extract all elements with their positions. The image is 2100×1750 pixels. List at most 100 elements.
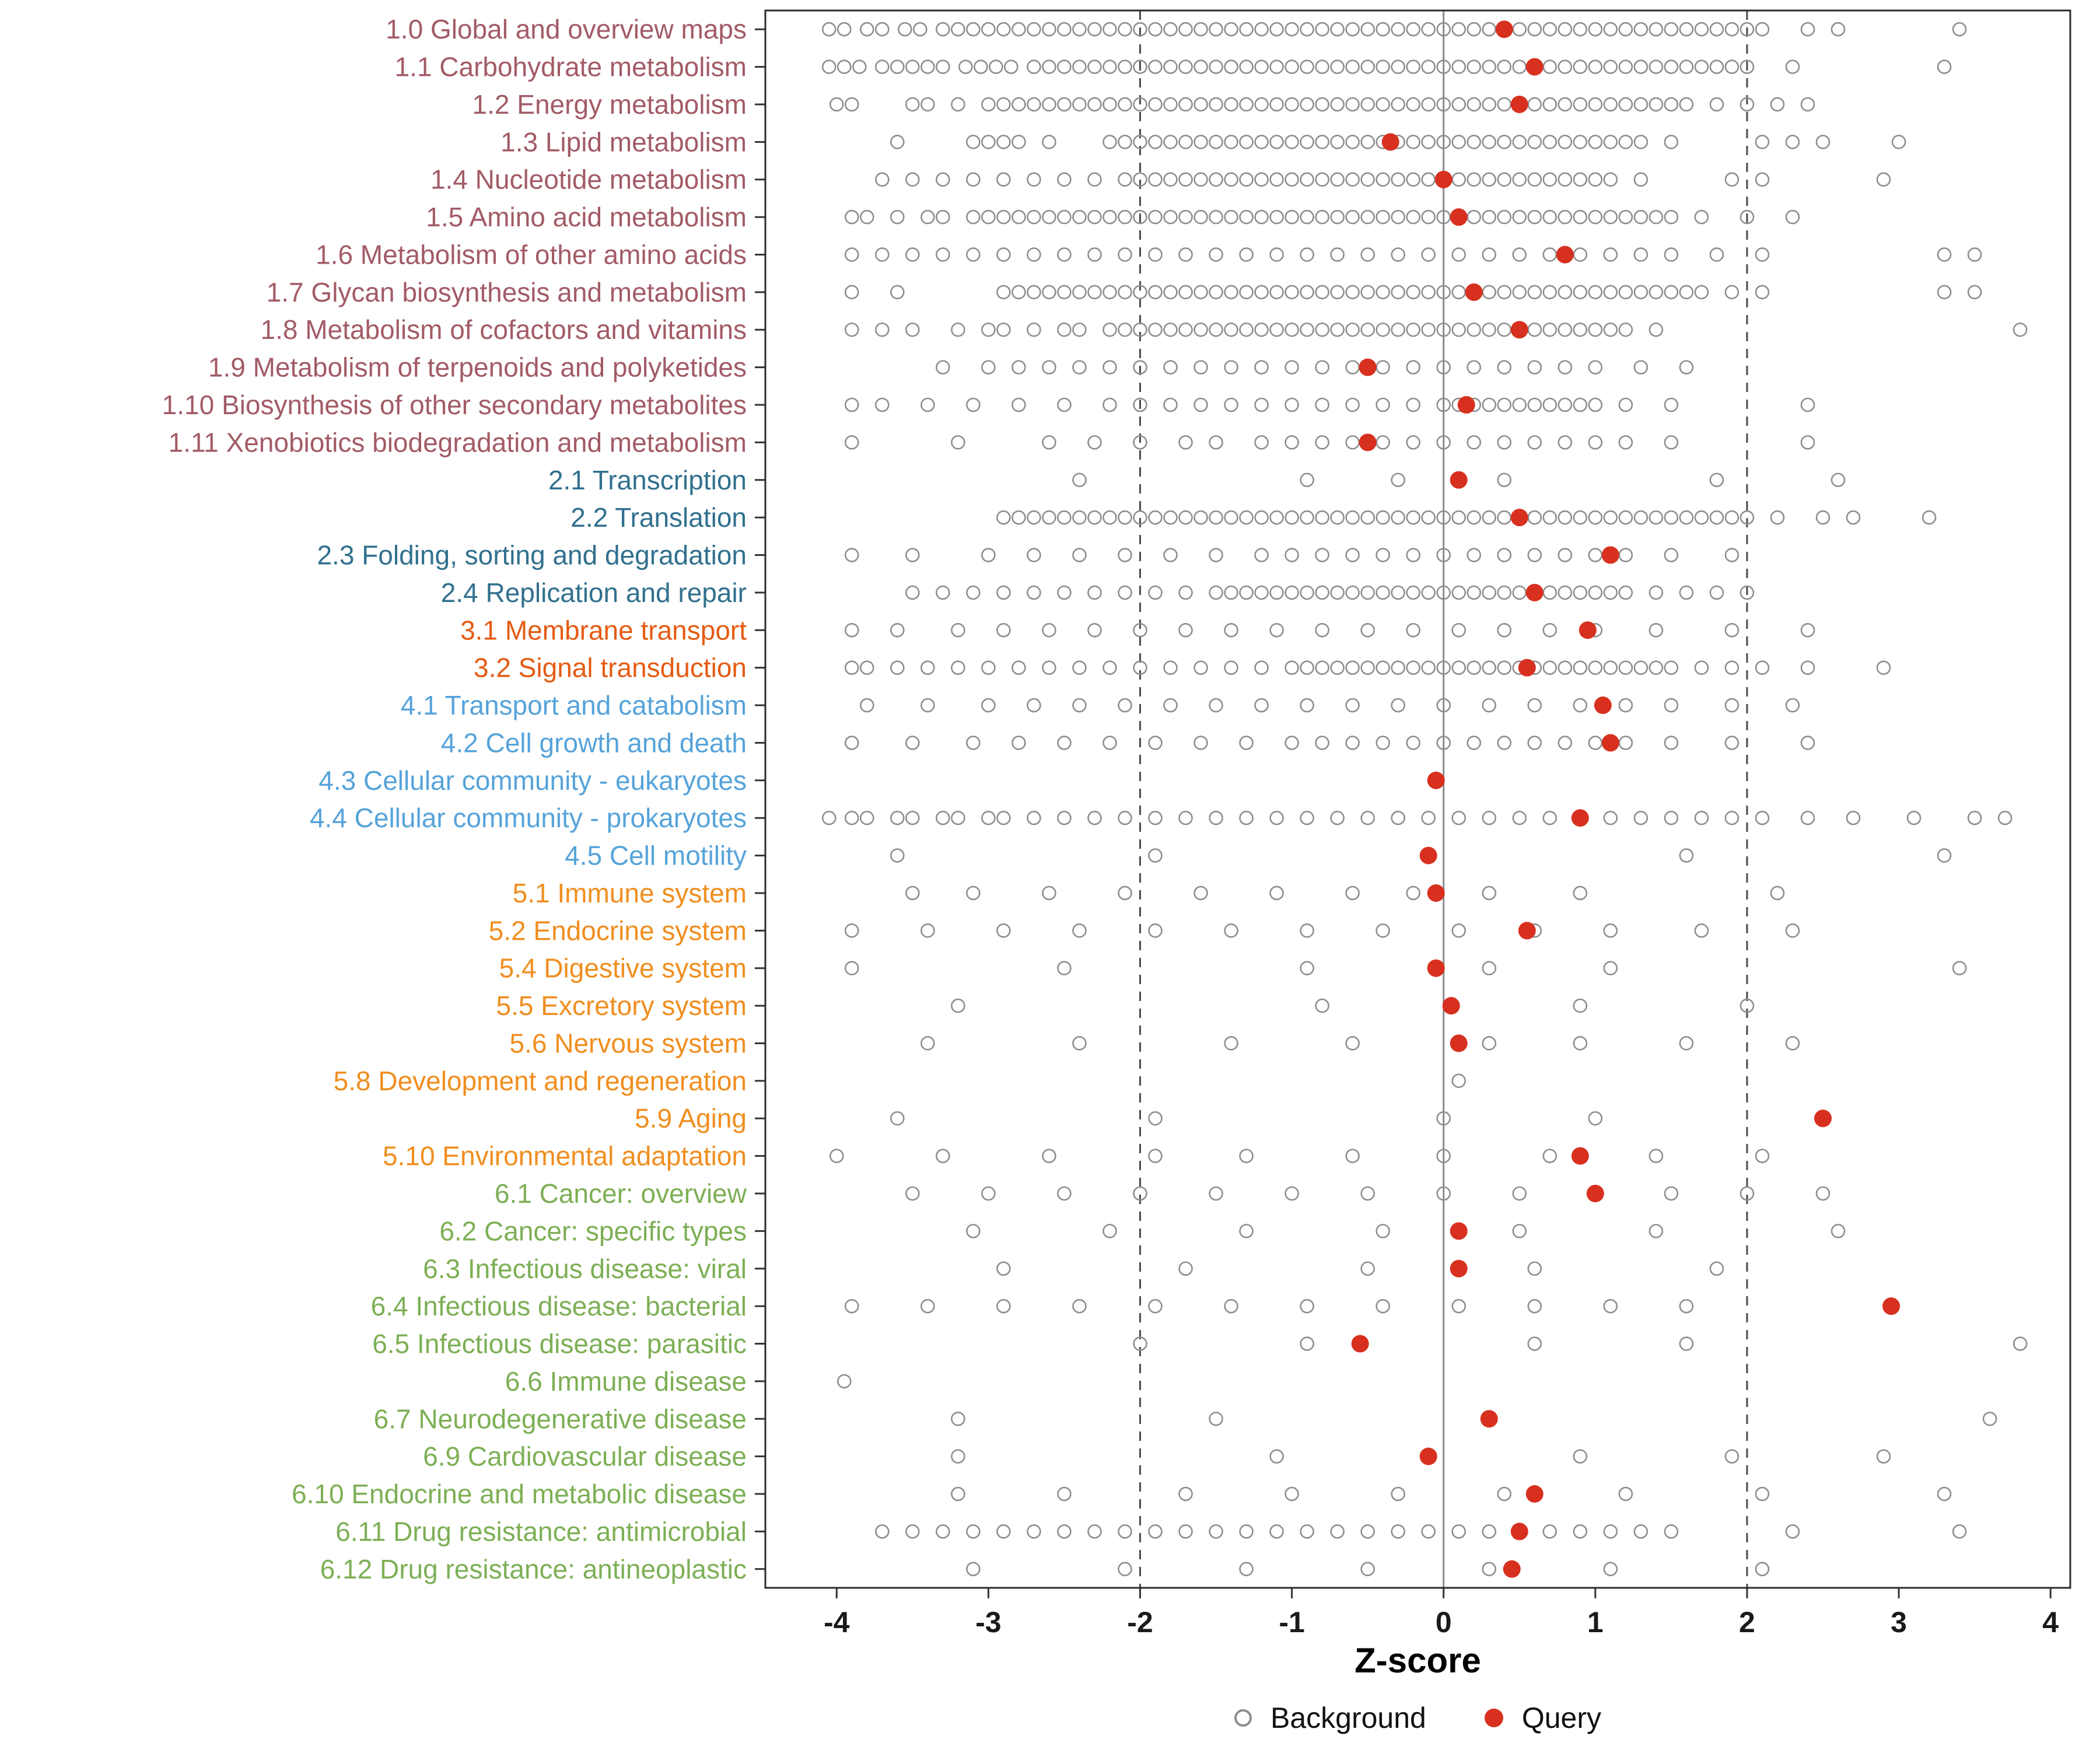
background-point — [1133, 1336, 1147, 1351]
background-point — [1004, 60, 1019, 74]
background-point — [1633, 209, 1648, 225]
background-point — [1633, 135, 1648, 149]
background-point — [1209, 585, 1223, 600]
background-point — [966, 1524, 981, 1539]
query-point — [1510, 95, 1528, 113]
background-point — [1785, 60, 1800, 74]
background-point — [1133, 97, 1147, 112]
background-point — [1755, 1486, 1770, 1502]
background-point — [890, 285, 905, 300]
background-point — [1770, 97, 1785, 112]
background-point — [1254, 360, 1269, 374]
background-point — [1573, 172, 1588, 187]
background-point — [1664, 736, 1679, 750]
background-point — [1482, 1524, 1497, 1539]
background-point — [1588, 736, 1603, 750]
query-point — [1427, 771, 1445, 789]
background-point — [1406, 172, 1420, 187]
background-point — [1027, 810, 1041, 825]
background-point — [1360, 60, 1375, 74]
background-point — [1254, 585, 1269, 600]
background-point — [936, 172, 950, 187]
background-point — [1451, 1073, 1466, 1088]
background-point — [1254, 660, 1269, 675]
category-label: 6.2 Cancer: specific types — [439, 1216, 747, 1246]
background-point — [1284, 736, 1299, 750]
background-point — [1436, 322, 1451, 337]
background-point — [1300, 97, 1314, 112]
background-point — [1072, 1036, 1087, 1051]
background-point — [1542, 97, 1558, 112]
background-point — [1694, 60, 1709, 74]
background-point — [1148, 22, 1163, 37]
background-point — [1573, 247, 1588, 262]
background-point — [1118, 1524, 1132, 1539]
background-point — [1133, 172, 1147, 187]
query-point — [1465, 283, 1483, 301]
background-point — [1345, 585, 1360, 600]
query-point — [1450, 208, 1468, 226]
background-point — [1072, 698, 1087, 713]
background-point — [1027, 585, 1041, 600]
background-point — [1679, 585, 1694, 600]
background-point — [1315, 397, 1329, 412]
background-point — [1391, 1486, 1405, 1502]
background-point — [1178, 172, 1193, 187]
background-point — [1209, 97, 1223, 112]
background-point — [1451, 247, 1466, 262]
background-point — [1391, 660, 1405, 675]
background-point — [1573, 397, 1588, 412]
background-point — [1072, 97, 1087, 112]
category-label: 3.1 Membrane transport — [460, 615, 747, 645]
background-point — [1618, 736, 1633, 750]
query-point — [1510, 1522, 1528, 1541]
background-point — [1345, 285, 1360, 300]
background-point — [1482, 97, 1497, 112]
background-point — [844, 660, 859, 675]
background-point — [1679, 60, 1694, 74]
background-point — [1315, 360, 1329, 374]
query-point — [1525, 58, 1544, 76]
background-point — [1406, 435, 1420, 450]
category-label: 5.8 Development and regeneration — [334, 1066, 747, 1096]
background-point — [1527, 322, 1542, 337]
background-point — [1482, 698, 1497, 713]
background-point — [1603, 285, 1618, 300]
background-point — [1027, 548, 1041, 562]
background-point — [874, 322, 890, 337]
background-point — [1527, 548, 1542, 562]
background-point — [1224, 1036, 1238, 1051]
category-label: 6.7 Neurodegenerative disease — [374, 1404, 747, 1434]
background-point — [1269, 322, 1284, 337]
background-point — [1709, 1261, 1724, 1276]
background-point — [1542, 622, 1558, 638]
background-point — [1057, 736, 1072, 750]
background-point — [1482, 397, 1497, 412]
background-point — [1300, 22, 1314, 37]
background-point — [1664, 810, 1679, 825]
background-point — [1664, 247, 1679, 262]
background-point — [1482, 135, 1497, 149]
background-point — [1406, 397, 1420, 412]
background-marker-icon — [1234, 1709, 1252, 1727]
background-point — [1391, 97, 1405, 112]
background-point — [1315, 510, 1329, 525]
background-point — [1558, 322, 1573, 337]
background-point — [1194, 736, 1208, 750]
background-point — [1042, 1149, 1056, 1163]
background-point — [1148, 135, 1163, 149]
background-point — [1588, 435, 1603, 450]
background-point — [1512, 22, 1527, 37]
background-point — [844, 736, 859, 750]
background-point — [1421, 247, 1436, 262]
background-point — [1300, 135, 1314, 149]
background-point — [1967, 247, 1982, 262]
background-point — [1603, 97, 1618, 112]
background-point — [1360, 1524, 1375, 1539]
category-label: 6.9 Cardiovascular disease — [423, 1441, 747, 1472]
background-point — [1740, 585, 1755, 600]
query-point — [1434, 170, 1452, 188]
background-point — [1194, 172, 1208, 187]
background-point — [1436, 1111, 1451, 1126]
background-point — [1360, 660, 1375, 675]
